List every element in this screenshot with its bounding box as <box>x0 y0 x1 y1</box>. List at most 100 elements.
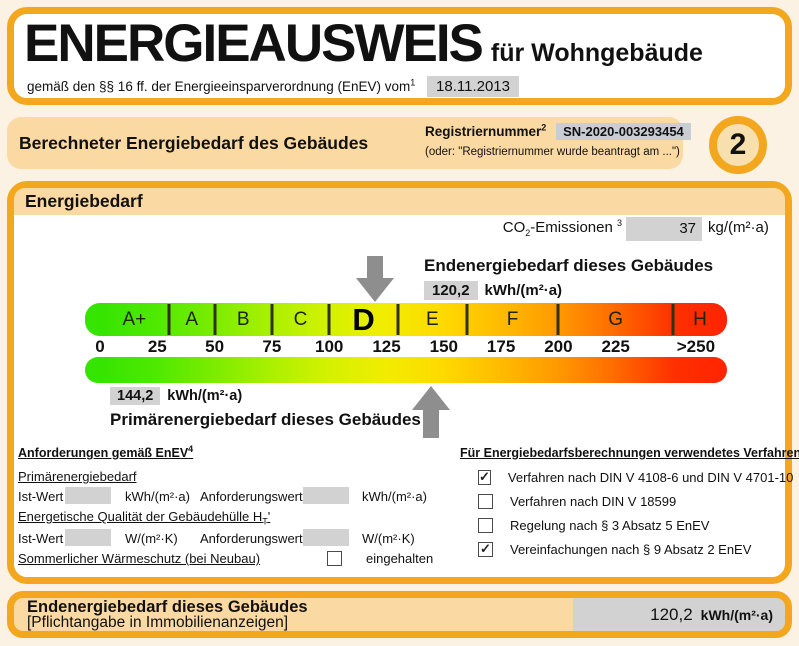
endenergiebedarf-label: Endenergiebedarf dieses Gebäudes <box>424 256 714 275</box>
co2-value-box: 37 <box>626 217 702 241</box>
verfahren-item: Verfahren nach DIN V 18599 <box>460 489 790 513</box>
page-number-badge: 2 <box>709 116 767 174</box>
energy-scale-band-bottom <box>85 357 727 383</box>
registry-alt-note: (oder: "Registriernummer wurde beantragt… <box>425 146 680 158</box>
footnote-4: 4 <box>188 443 194 454</box>
scale-tick <box>270 304 274 335</box>
checkbox-checked[interactable]: ✓ <box>478 541 493 557</box>
verfahren-item-label: Regelung nach § 3 Absatz 5 EnEV <box>510 517 710 533</box>
verfahren-item: ✓ Verfahren nach DIN V 4108-6 und DIN V 4… <box>460 465 794 489</box>
energiebedarf-box: Energiebedarf CO2-Emissionen 3 37 kg/(m²… <box>7 181 799 584</box>
scale-axis-number: 175 <box>486 337 516 356</box>
page-title: ENERGIEAUSWEIS <box>24 14 484 73</box>
scale-axis-number: 75 <box>262 337 282 356</box>
verfahren-item-label: Verfahren nach DIN V 4108-6 und DIN V 47… <box>507 469 794 485</box>
row1-ist-value-field[interactable] <box>65 487 111 504</box>
row1-ist-unit: kWh/(m²·a) <box>125 489 190 504</box>
primaerenergiebedarf-label: Primärenergiebedarf dieses Gebäudes <box>110 410 421 429</box>
verfahren-item-label: Verfahren nach DIN V 18599 <box>510 493 677 509</box>
verfahren-item-label: Vereinfachungen nach § 9 Absatz 2 EnEV <box>510 541 752 557</box>
scale-tick <box>671 304 675 335</box>
anforderungen-heading: Anforderungen gemäß EnEV4 <box>18 443 194 460</box>
row2-ist-value-field[interactable] <box>65 529 111 546</box>
registry-label: Registriernummer <box>425 124 542 139</box>
section-bar: Berechneter Energiebedarf des Gebäudes R… <box>7 117 691 169</box>
scale-band-letter: C <box>293 309 308 330</box>
header-box: ENERGIEAUSWEIS für Wohngebäude gemäß den … <box>7 7 792 105</box>
scale-axis-number: 125 <box>372 337 401 356</box>
co2-subscript: 2 <box>525 228 531 238</box>
scale-tick <box>556 304 560 335</box>
scale-axis-number: 225 <box>601 337 630 356</box>
primaerenergie-marker-arrow-icon <box>411 386 450 438</box>
verfahren-item: ✓ Vereinfachungen nach § 9 Absatz 2 EnEV <box>460 537 790 561</box>
co2-prefix: CO <box>502 219 526 236</box>
registry-line: Registriernummer2 SN-2020-003293454 <box>425 123 691 140</box>
row2-anforderung-unit: W/(m²·K) <box>362 531 415 546</box>
scale-tick <box>213 304 217 335</box>
page-subtitle: für Wohngebäude <box>490 39 703 67</box>
scale-band-letter: A+ <box>122 309 147 330</box>
checkbox-checked[interactable]: ✓ <box>478 468 491 485</box>
row2-anforderung-value-field[interactable] <box>303 529 349 546</box>
gebaeudehuelle-section-label: Energetische Qualität der Gebäudehülle H… <box>18 509 271 527</box>
gebaeudehuelle-subscript: T <box>262 516 268 527</box>
gebaeudehuelle-text: Energetische Qualität der Gebäudehülle H <box>18 509 263 524</box>
checkbox-unchecked[interactable] <box>478 493 493 509</box>
checkbox-unchecked[interactable] <box>478 517 493 533</box>
registry-number-value: SN-2020-003293454 <box>556 123 691 140</box>
verfahren-list: ✓ Verfahren nach DIN V 4108-6 und DIN V 4… <box>460 465 794 561</box>
title-line: ENERGIEAUSWEIS für Wohngebäude <box>24 14 703 74</box>
enev-date-value: 18.11.2013 <box>427 76 519 97</box>
anforderungen-heading-text: Anforderungen gemäß EnEV <box>18 446 189 460</box>
sommerlicher-waermeschutz-label: Sommerlicher Wärmeschutz (bei Neubau) <box>18 551 261 566</box>
row2-ist-unit: W/(m²·K) <box>125 531 178 546</box>
scale-band-letter: H <box>693 309 707 330</box>
scale-axis-number: 150 <box>429 337 458 356</box>
primaerenergie-unit: kWh/(m²·a) <box>167 388 243 404</box>
section-title: Berechneter Energiebedarf des Gebäudes <box>19 133 369 153</box>
endenergiebedarf-value-box: 120,2 <box>424 281 478 300</box>
energy-scale-band-top <box>85 303 727 336</box>
scale-band-letter: B <box>236 309 250 330</box>
scale-axis-number: 200 <box>544 337 573 356</box>
scale-axis-number: >250 <box>676 337 716 356</box>
endenergiebedarf-value-row: 120,2 kWh/(m²·a) <box>424 281 563 300</box>
scale-band-letter: A <box>185 309 199 330</box>
row1-ist-label: Ist-Wert <box>18 489 64 504</box>
endenergiebedarf-unit: kWh/(m²·a) <box>484 282 563 299</box>
scale-axis-number: 100 <box>315 337 344 356</box>
energy-scale: A+ A B C D E F G H 0 25 50 75 100 125 150 175 200 225 >250 <box>85 303 727 383</box>
scale-band-letter: D <box>352 302 375 337</box>
row1-anforderung-value-field[interactable] <box>303 487 349 504</box>
eingehalten-checkbox[interactable] <box>327 551 342 566</box>
row2-anforderung-label: Anforderungswert <box>200 531 303 546</box>
footer-value-panel: 120,2 kWh/(m²·a) <box>573 598 785 631</box>
row2-ist-label: Ist-Wert <box>18 531 64 546</box>
scale-axis-number: 0 <box>95 337 105 356</box>
scale-axis-number: 50 <box>205 337 225 356</box>
row1-anforderung-unit: kWh/(m²·a) <box>362 489 427 504</box>
co2-emissions-label: CO2-Emissionen 3 <box>434 219 622 238</box>
eingehalten-label: eingehalten <box>366 551 434 566</box>
footnote-1: 1 <box>410 77 416 88</box>
verfahren-item: Regelung nach § 3 Absatz 5 EnEV <box>460 513 790 537</box>
primaerenergie-value-box: 144,2 <box>110 387 161 405</box>
scale-axis-number: 25 <box>147 337 167 356</box>
law-reference: gemäß den §§ 16 ff. der Energieeinsparve… <box>27 76 519 97</box>
footer-box: 120,2 kWh/(m²·a) Endenergiebedarf dieses … <box>7 591 792 638</box>
scale-tick <box>465 304 469 335</box>
row1-anforderung-label: Anforderungswert <box>200 489 303 504</box>
gebaeudehuelle-prime: ' <box>267 509 271 524</box>
energiebedarf-title: Energiebedarf <box>25 191 143 211</box>
footer-text: Endenergiebedarf dieses Gebäudes [Pflich… <box>27 599 308 631</box>
primaerenergie-value-row: 144,2 kWh/(m²·a) <box>110 387 243 405</box>
verfahren-heading: Für Energiebedarfsberechnungen verwendet… <box>460 446 799 460</box>
law-text: gemäß den §§ 16 ff. der Energieeinsparve… <box>27 79 411 94</box>
scale-band-letter: F <box>506 309 519 330</box>
footer-label-line2: [Pflichtangabe in Immobilienanzeigen] <box>27 614 289 631</box>
footer-endenergie-value: 120,2 <box>650 605 693 624</box>
co2-unit: kg/(m²·a) <box>708 219 769 236</box>
scale-tick <box>167 304 171 335</box>
